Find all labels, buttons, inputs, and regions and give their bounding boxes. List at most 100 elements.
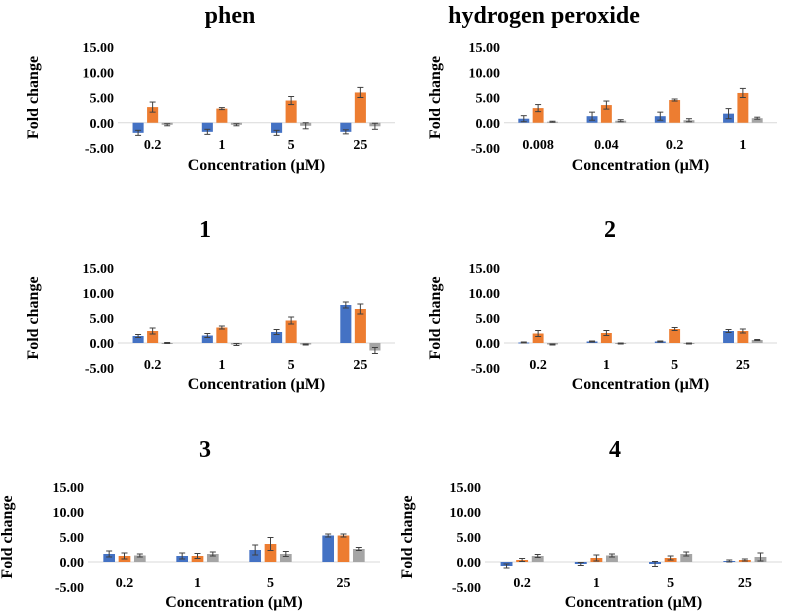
x-tick-label: 25 <box>736 358 750 373</box>
y-tick-label: 0.00 <box>60 556 85 571</box>
bar-series-1 <box>103 554 116 562</box>
bar-series-2 <box>669 100 681 123</box>
y-axis-label: Fold change <box>427 56 444 139</box>
bar-series-2 <box>354 309 366 343</box>
bar-series-1 <box>322 535 335 562</box>
y-tick-label: 10.00 <box>53 506 85 521</box>
x-tick-label: 0.2 <box>116 576 134 591</box>
x-tick-label: 25 <box>738 576 752 591</box>
x-tick-label: 25 <box>353 358 367 373</box>
y-tick-label: 10.00 <box>450 506 482 521</box>
y-tick-label: -5.00 <box>471 362 500 377</box>
y-tick-label: 5.00 <box>90 92 115 107</box>
y-axis-label: Fold change <box>399 495 416 578</box>
bar-series-1 <box>723 331 735 343</box>
y-axis-label: Fold change <box>25 276 42 359</box>
bar-series-2 <box>532 108 544 123</box>
y-axis-label: Fold change <box>427 276 444 359</box>
chart-panel-3: 1 15.00 10.00 5.00 0.00 -5.00 Fold change 0.2 1 5… <box>25 217 395 393</box>
bar-series-2 <box>216 108 228 123</box>
bar-series-2 <box>737 92 749 123</box>
x-tick-label: 25 <box>353 138 367 153</box>
x-axis-label: Concentration (μM) <box>572 157 709 174</box>
y-tick-label: 0.00 <box>476 117 501 132</box>
bar-series-1 <box>201 335 213 343</box>
y-tick-label: -5.00 <box>85 362 114 377</box>
y-tick-label: 10.00 <box>83 287 115 302</box>
bar-series-1 <box>271 122 283 133</box>
y-tick-label: 10.00 <box>469 287 501 302</box>
y-tick-label: 15.00 <box>53 481 85 496</box>
y-tick-label: -5.00 <box>452 581 481 596</box>
chart-title: 2 <box>604 217 616 243</box>
x-tick-label: 5 <box>288 138 295 153</box>
bar-series-3 <box>751 340 763 343</box>
y-tick-label: -5.00 <box>55 581 84 596</box>
y-tick-label: 5.00 <box>476 92 501 107</box>
bar-series-1 <box>132 336 144 343</box>
x-axis-label: Concentration (μM) <box>572 376 709 393</box>
x-axis-label: Concentration (μM) <box>165 594 302 611</box>
chart-title: phen <box>205 3 256 29</box>
bar-series-2 <box>147 331 159 343</box>
x-tick-label: 0.04 <box>594 138 619 153</box>
chart-panel-1: phen 15.00 10.00 5.00 0.00 -5.00 Fold change 0.… <box>25 3 395 174</box>
chart-panel-4: 2 15.00 10.00 5.00 0.00 -5.00 Fold change 0.2 1 5… <box>427 217 777 393</box>
y-tick-label: 10.00 <box>469 66 501 81</box>
y-tick-label: 5.00 <box>60 531 85 546</box>
x-axis-label: Concentration (μM) <box>188 376 325 393</box>
bar-series-1 <box>271 332 283 343</box>
y-tick-label: 0.00 <box>476 337 501 352</box>
x-tick-label: 1 <box>218 358 225 373</box>
x-tick-label: 1 <box>593 576 600 591</box>
bar-series-2 <box>600 333 612 343</box>
y-tick-label: 0.00 <box>457 556 482 571</box>
x-tick-label: 5 <box>667 576 674 591</box>
y-tick-label: 15.00 <box>469 41 501 56</box>
bar-series-2 <box>532 333 544 343</box>
bar-series-2 <box>600 105 612 123</box>
x-tick-label: 5 <box>671 358 678 373</box>
x-tick-label: 1 <box>218 138 225 153</box>
bar-series-3 <box>369 343 381 351</box>
y-tick-label: -5.00 <box>85 142 114 157</box>
bar-series-3 <box>751 118 763 123</box>
chart-title: hydrogen peroxide <box>448 3 640 29</box>
bar-series-3 <box>352 549 365 562</box>
bar-series-2 <box>669 329 681 343</box>
y-tick-label: 5.00 <box>90 312 115 327</box>
x-tick-label: 5 <box>267 576 274 591</box>
bar-series-2 <box>147 107 159 123</box>
chart-panel-2: hydrogen peroxide 15.00 10.00 5.00 0.00 -5.00… <box>427 3 777 174</box>
bar-series-3 <box>531 556 544 562</box>
y-axis-label: Fold change <box>0 495 16 578</box>
bar-series-3 <box>279 554 292 562</box>
y-tick-label: 5.00 <box>476 312 501 327</box>
y-tick-label: -5.00 <box>471 142 500 157</box>
x-tick-label: 0.008 <box>522 138 554 153</box>
bar-series-1 <box>132 122 144 133</box>
bar-series-3 <box>206 554 219 562</box>
bar-series-2 <box>285 100 297 123</box>
x-tick-label: 25 <box>337 576 351 591</box>
y-tick-label: 0.00 <box>90 117 115 132</box>
bar-series-2 <box>216 327 228 343</box>
y-axis-label: Fold change <box>25 56 42 139</box>
chart-panel-6: 4 15.00 10.00 5.00 0.00 -5.00 Fold change 0.2 1 5… <box>399 437 782 611</box>
x-tick-label: 0.2 <box>144 358 162 373</box>
y-tick-label: 15.00 <box>83 262 115 277</box>
x-tick-label: 1 <box>739 138 746 153</box>
chart-title: 4 <box>609 437 621 463</box>
x-tick-label: 0.2 <box>513 576 531 591</box>
y-tick-label: 15.00 <box>83 41 115 56</box>
x-tick-label: 5 <box>288 358 295 373</box>
chart-panel-5: 3 15.00 10.00 5.00 0.00 -5.00 Fold change 0.2 1 5… <box>0 437 380 611</box>
x-tick-label: 0.2 <box>529 358 547 373</box>
bar-series-1 <box>249 550 262 562</box>
bar-series-2 <box>285 320 297 343</box>
chart-title: 1 <box>199 217 211 243</box>
y-tick-label: 15.00 <box>450 481 482 496</box>
x-tick-label: 1 <box>194 576 201 591</box>
y-tick-label: 5.00 <box>457 531 482 546</box>
